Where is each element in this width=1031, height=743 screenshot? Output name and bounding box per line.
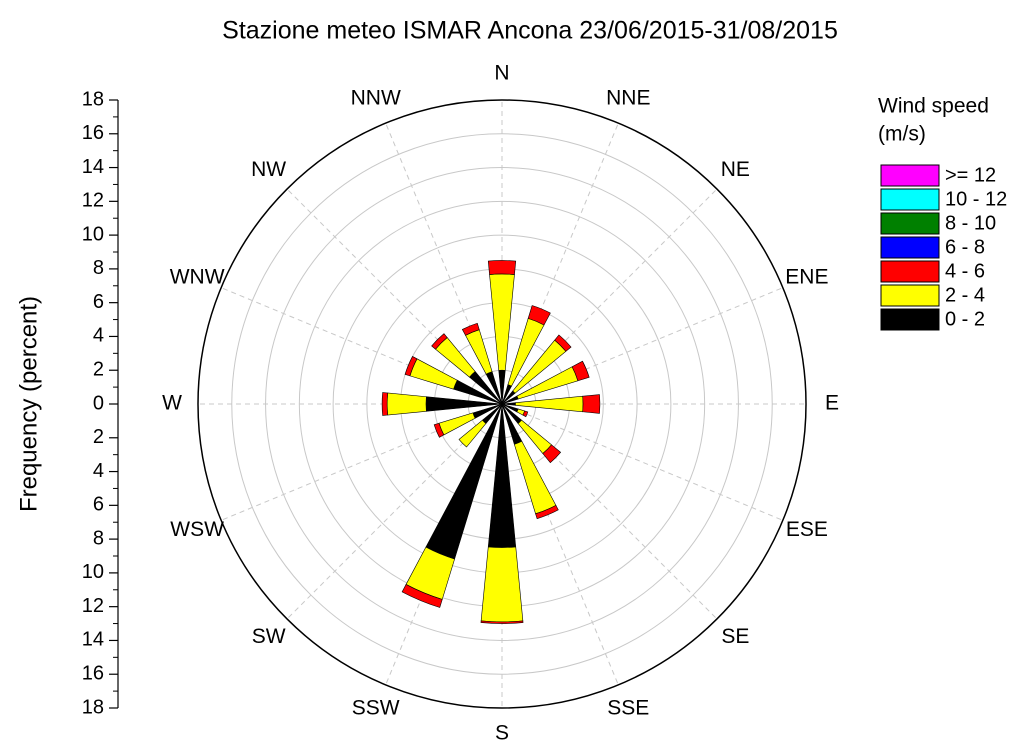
wedge-segment bbox=[535, 504, 559, 520]
legend-swatch bbox=[880, 212, 940, 235]
radial-grid-line bbox=[286, 403, 503, 620]
direction-label: NNW bbox=[351, 87, 401, 110]
y-tick-label: 0 bbox=[93, 392, 104, 414]
legend-label: >= 12 bbox=[945, 164, 996, 186]
y-tick-label: 12 bbox=[82, 595, 104, 617]
wedge-segment bbox=[542, 444, 562, 464]
y-tick-label: 10 bbox=[82, 223, 104, 245]
radial-grid-line bbox=[385, 403, 503, 686]
direction-label: S bbox=[495, 722, 509, 743]
direction-label: N bbox=[494, 62, 509, 85]
legend-swatch bbox=[880, 260, 940, 283]
wedge-segment bbox=[571, 360, 590, 382]
legend-title: (m/s) bbox=[878, 123, 926, 146]
legend-label: 10 - 12 bbox=[945, 188, 1007, 210]
y-tick-label: 2 bbox=[93, 359, 104, 381]
radial-grid-line bbox=[220, 287, 503, 405]
wedge-segment bbox=[461, 322, 480, 336]
direction-label: E bbox=[825, 392, 839, 415]
y-tick-label: 8 bbox=[93, 527, 104, 549]
direction-label: ESE bbox=[786, 518, 828, 541]
legend-title: Wind speed bbox=[878, 95, 989, 118]
direction-label: SSW bbox=[352, 696, 400, 719]
direction-label: SE bbox=[721, 625, 749, 648]
y-tick-label: 18 bbox=[82, 88, 104, 110]
y-tick-label: 16 bbox=[82, 663, 104, 685]
outer-circle bbox=[197, 99, 807, 709]
radial-grid-line bbox=[501, 287, 784, 405]
y-tick-label: 4 bbox=[93, 460, 104, 482]
y-tick-label: 14 bbox=[82, 629, 104, 651]
direction-label: WNW bbox=[170, 265, 225, 288]
wedge-segment bbox=[381, 392, 389, 416]
legend-swatch bbox=[880, 188, 940, 211]
y-tick-label: 10 bbox=[82, 561, 104, 583]
y-tick-label: 6 bbox=[93, 291, 104, 313]
wedge-segment bbox=[431, 333, 448, 350]
direction-label: NW bbox=[251, 158, 286, 181]
chart-title: Stazione meteo ISMAR Ancona 23/06/2015-3… bbox=[222, 17, 838, 45]
y-tick-label: 6 bbox=[93, 494, 104, 516]
direction-label: SW bbox=[252, 625, 286, 648]
y-tick-label: 8 bbox=[93, 257, 104, 279]
legend-label: 6 - 8 bbox=[945, 236, 985, 258]
wedge-segment bbox=[458, 419, 487, 448]
radial-grid-line bbox=[501, 403, 619, 686]
legend-label: 0 - 2 bbox=[945, 308, 985, 330]
legend-swatch bbox=[880, 236, 940, 259]
y-tick-label: 14 bbox=[82, 156, 104, 178]
legend-swatch bbox=[880, 308, 940, 331]
direction-label: ENE bbox=[785, 265, 828, 288]
wedge-segment bbox=[386, 392, 427, 416]
wedge-segment bbox=[489, 273, 515, 371]
wedge-segment bbox=[515, 395, 584, 413]
radial-grid-line bbox=[501, 403, 718, 620]
y-tick-label: 2 bbox=[93, 426, 104, 448]
y-tick-label: 12 bbox=[82, 190, 104, 212]
legend-label: 2 - 4 bbox=[945, 284, 985, 306]
radial-grid-line bbox=[501, 122, 619, 405]
wedge-segment bbox=[527, 305, 551, 326]
y-tick-label: 18 bbox=[82, 696, 104, 718]
wedge-segment bbox=[404, 356, 418, 377]
wedge-segment bbox=[522, 410, 529, 418]
wedge-segment bbox=[409, 358, 458, 390]
direction-label: WSW bbox=[170, 518, 224, 541]
direction-label: NNE bbox=[606, 87, 650, 110]
wedge-segment bbox=[480, 620, 524, 624]
radial-grid-line bbox=[501, 403, 784, 521]
wedge-segment bbox=[435, 337, 476, 378]
legend-swatch bbox=[880, 164, 940, 187]
wedge-segment bbox=[582, 394, 601, 414]
direction-label: NE bbox=[721, 158, 750, 181]
legend-swatch bbox=[880, 284, 940, 307]
legend-label: 8 - 10 bbox=[945, 212, 996, 234]
wedge-segment bbox=[433, 422, 445, 438]
wedge-segment bbox=[401, 584, 443, 608]
radial-grid-line bbox=[286, 188, 503, 405]
y-tick-label: 16 bbox=[82, 122, 104, 144]
direction-label: W bbox=[162, 392, 182, 415]
radial-grid-line bbox=[220, 403, 503, 521]
y-axis-label: Frequency (percent) bbox=[15, 296, 42, 512]
radial-grid-line bbox=[501, 188, 718, 405]
wedge-segment bbox=[480, 546, 524, 623]
wedge-segment bbox=[487, 260, 517, 275]
y-tick-label: 4 bbox=[93, 325, 104, 347]
legend-label: 4 - 6 bbox=[945, 260, 985, 282]
wedge-segment bbox=[554, 334, 572, 352]
radial-grid-line bbox=[385, 122, 503, 405]
direction-label: SSE bbox=[607, 696, 649, 719]
